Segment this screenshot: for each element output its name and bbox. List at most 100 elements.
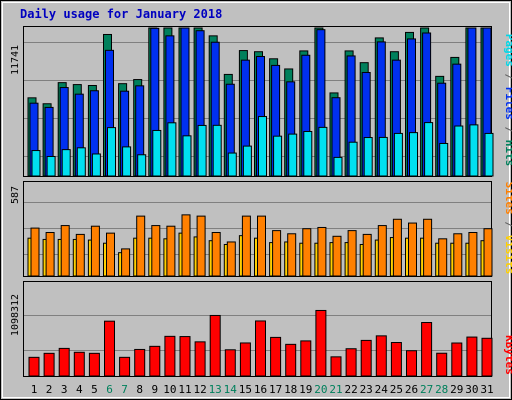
legend-middle-sites: Sites bbox=[503, 182, 512, 215]
bar-pages-day-12 bbox=[197, 124, 207, 177]
bar-sites-day-18 bbox=[287, 233, 297, 277]
chart-title: Daily usage for January 2018 bbox=[20, 7, 222, 21]
bar-kbytes-day-9 bbox=[149, 345, 161, 377]
day-label-10: 10 bbox=[163, 383, 176, 396]
bar-sites-day-7 bbox=[121, 248, 131, 277]
bar-kbytes-day-22 bbox=[345, 348, 357, 377]
bar-kbytes-day-10 bbox=[164, 335, 176, 377]
bars-top bbox=[27, 27, 494, 177]
legend-top-pages: Pages bbox=[503, 34, 512, 67]
bar-kbytes-day-25 bbox=[390, 342, 402, 377]
bar-kbytes-day-4 bbox=[73, 351, 85, 377]
legend-middle-sep: / bbox=[503, 215, 512, 235]
day-label-7: 7 bbox=[121, 383, 128, 396]
bar-kbytes-day-8 bbox=[134, 348, 146, 377]
day-label-30: 30 bbox=[465, 383, 478, 396]
bar-kbytes-day-26 bbox=[406, 350, 417, 377]
bar-pages-day-23 bbox=[363, 137, 373, 177]
bar-sites-day-12 bbox=[196, 215, 206, 277]
bar-kbytes-day-13 bbox=[209, 314, 221, 377]
bar-pages-day-9 bbox=[152, 129, 162, 177]
bar-sites-day-31 bbox=[483, 228, 493, 277]
day-label-26: 26 bbox=[405, 383, 418, 396]
bar-pages-day-16 bbox=[258, 116, 267, 177]
bar-kbytes-day-2 bbox=[43, 352, 55, 377]
bar-pages-day-27 bbox=[424, 122, 434, 177]
bar-sites-day-8 bbox=[136, 215, 146, 277]
bar-pages-day-13 bbox=[212, 124, 222, 177]
bar-pages-day-5 bbox=[91, 153, 101, 177]
day-label-25: 25 bbox=[390, 383, 403, 396]
bar-kbytes-day-28 bbox=[436, 352, 448, 377]
bar-pages-day-8 bbox=[137, 154, 147, 177]
bar-kbytes-day-16 bbox=[255, 320, 266, 377]
bar-pages-day-3 bbox=[61, 149, 71, 177]
bar-sites-day-2 bbox=[45, 232, 55, 277]
bar-pages-day-26 bbox=[409, 132, 418, 177]
bar-sites-day-23 bbox=[362, 233, 372, 277]
bar-sites-day-24 bbox=[377, 225, 387, 277]
bar-kbytes-day-19 bbox=[300, 340, 312, 377]
bar-pages-day-10 bbox=[167, 122, 177, 177]
bar-kbytes-day-11 bbox=[179, 336, 191, 377]
day-label-18: 18 bbox=[284, 383, 297, 396]
bar-pages-day-6 bbox=[107, 127, 116, 177]
bar-kbytes-day-31 bbox=[481, 337, 493, 377]
bar-sites-day-9 bbox=[151, 225, 161, 277]
bar-sites-day-26 bbox=[408, 222, 417, 277]
bar-pages-day-17 bbox=[273, 135, 283, 177]
bar-pages-day-30 bbox=[469, 124, 479, 177]
bar-kbytes-day-6 bbox=[104, 320, 115, 377]
bar-pages-day-4 bbox=[76, 147, 86, 177]
bar-sites-day-21 bbox=[332, 235, 342, 277]
day-label-21: 21 bbox=[329, 383, 342, 396]
bars-middle bbox=[27, 214, 493, 277]
y-max-label-middle: 587 bbox=[10, 186, 21, 204]
bar-sites-day-13 bbox=[211, 232, 221, 277]
bar-kbytes-day-30 bbox=[466, 336, 478, 377]
y-max-label-bottom: 1098312 bbox=[10, 294, 21, 336]
bar-pages-day-7 bbox=[122, 146, 132, 177]
bar-kbytes-day-21 bbox=[330, 356, 342, 377]
bar-sites-day-17 bbox=[272, 230, 282, 277]
bar-sites-day-11 bbox=[181, 214, 191, 277]
day-label-2: 2 bbox=[46, 383, 53, 396]
bar-pages-day-25 bbox=[393, 132, 403, 177]
day-label-23: 23 bbox=[360, 383, 373, 396]
bar-sites-day-25 bbox=[392, 218, 402, 277]
bar-kbytes-day-1 bbox=[28, 356, 40, 377]
bar-sites-day-15 bbox=[241, 215, 251, 277]
day-label-31: 31 bbox=[480, 383, 493, 396]
bar-pages-day-21 bbox=[333, 156, 343, 177]
day-label-5: 5 bbox=[91, 383, 98, 396]
bar-pages-day-2 bbox=[46, 155, 56, 177]
bar-pages-day-20 bbox=[318, 126, 328, 177]
bar-sites-day-3 bbox=[60, 225, 70, 277]
bar-pages-day-28 bbox=[439, 142, 449, 177]
y-max-label-top: 11741 bbox=[10, 45, 21, 75]
day-label-29: 29 bbox=[450, 383, 463, 396]
bar-sites-day-30 bbox=[468, 232, 478, 277]
bar-sites-day-6 bbox=[106, 232, 115, 277]
day-label-17: 17 bbox=[269, 383, 282, 396]
day-label-15: 15 bbox=[239, 383, 252, 396]
bar-sites-day-19 bbox=[302, 228, 312, 277]
bar-pages-day-1 bbox=[31, 150, 41, 177]
legend-middle-visits: Visits bbox=[503, 235, 512, 275]
bar-pages-day-15 bbox=[242, 145, 252, 177]
day-label-12: 12 bbox=[193, 383, 206, 396]
bar-kbytes-day-15 bbox=[239, 342, 251, 377]
bar-sites-day-4 bbox=[75, 233, 85, 277]
bar-kbytes-day-7 bbox=[119, 356, 131, 377]
legend-middle: Sites / Visits bbox=[503, 182, 512, 275]
day-label-14: 14 bbox=[224, 383, 238, 396]
day-label-8: 8 bbox=[136, 383, 143, 396]
day-label-1: 1 bbox=[31, 383, 38, 396]
day-label-13: 13 bbox=[209, 383, 222, 396]
day-label-11: 11 bbox=[178, 383, 191, 396]
bar-pages-day-24 bbox=[378, 136, 388, 177]
bar-pages-day-22 bbox=[348, 141, 358, 177]
legend-top-sep-1: / bbox=[503, 67, 512, 87]
